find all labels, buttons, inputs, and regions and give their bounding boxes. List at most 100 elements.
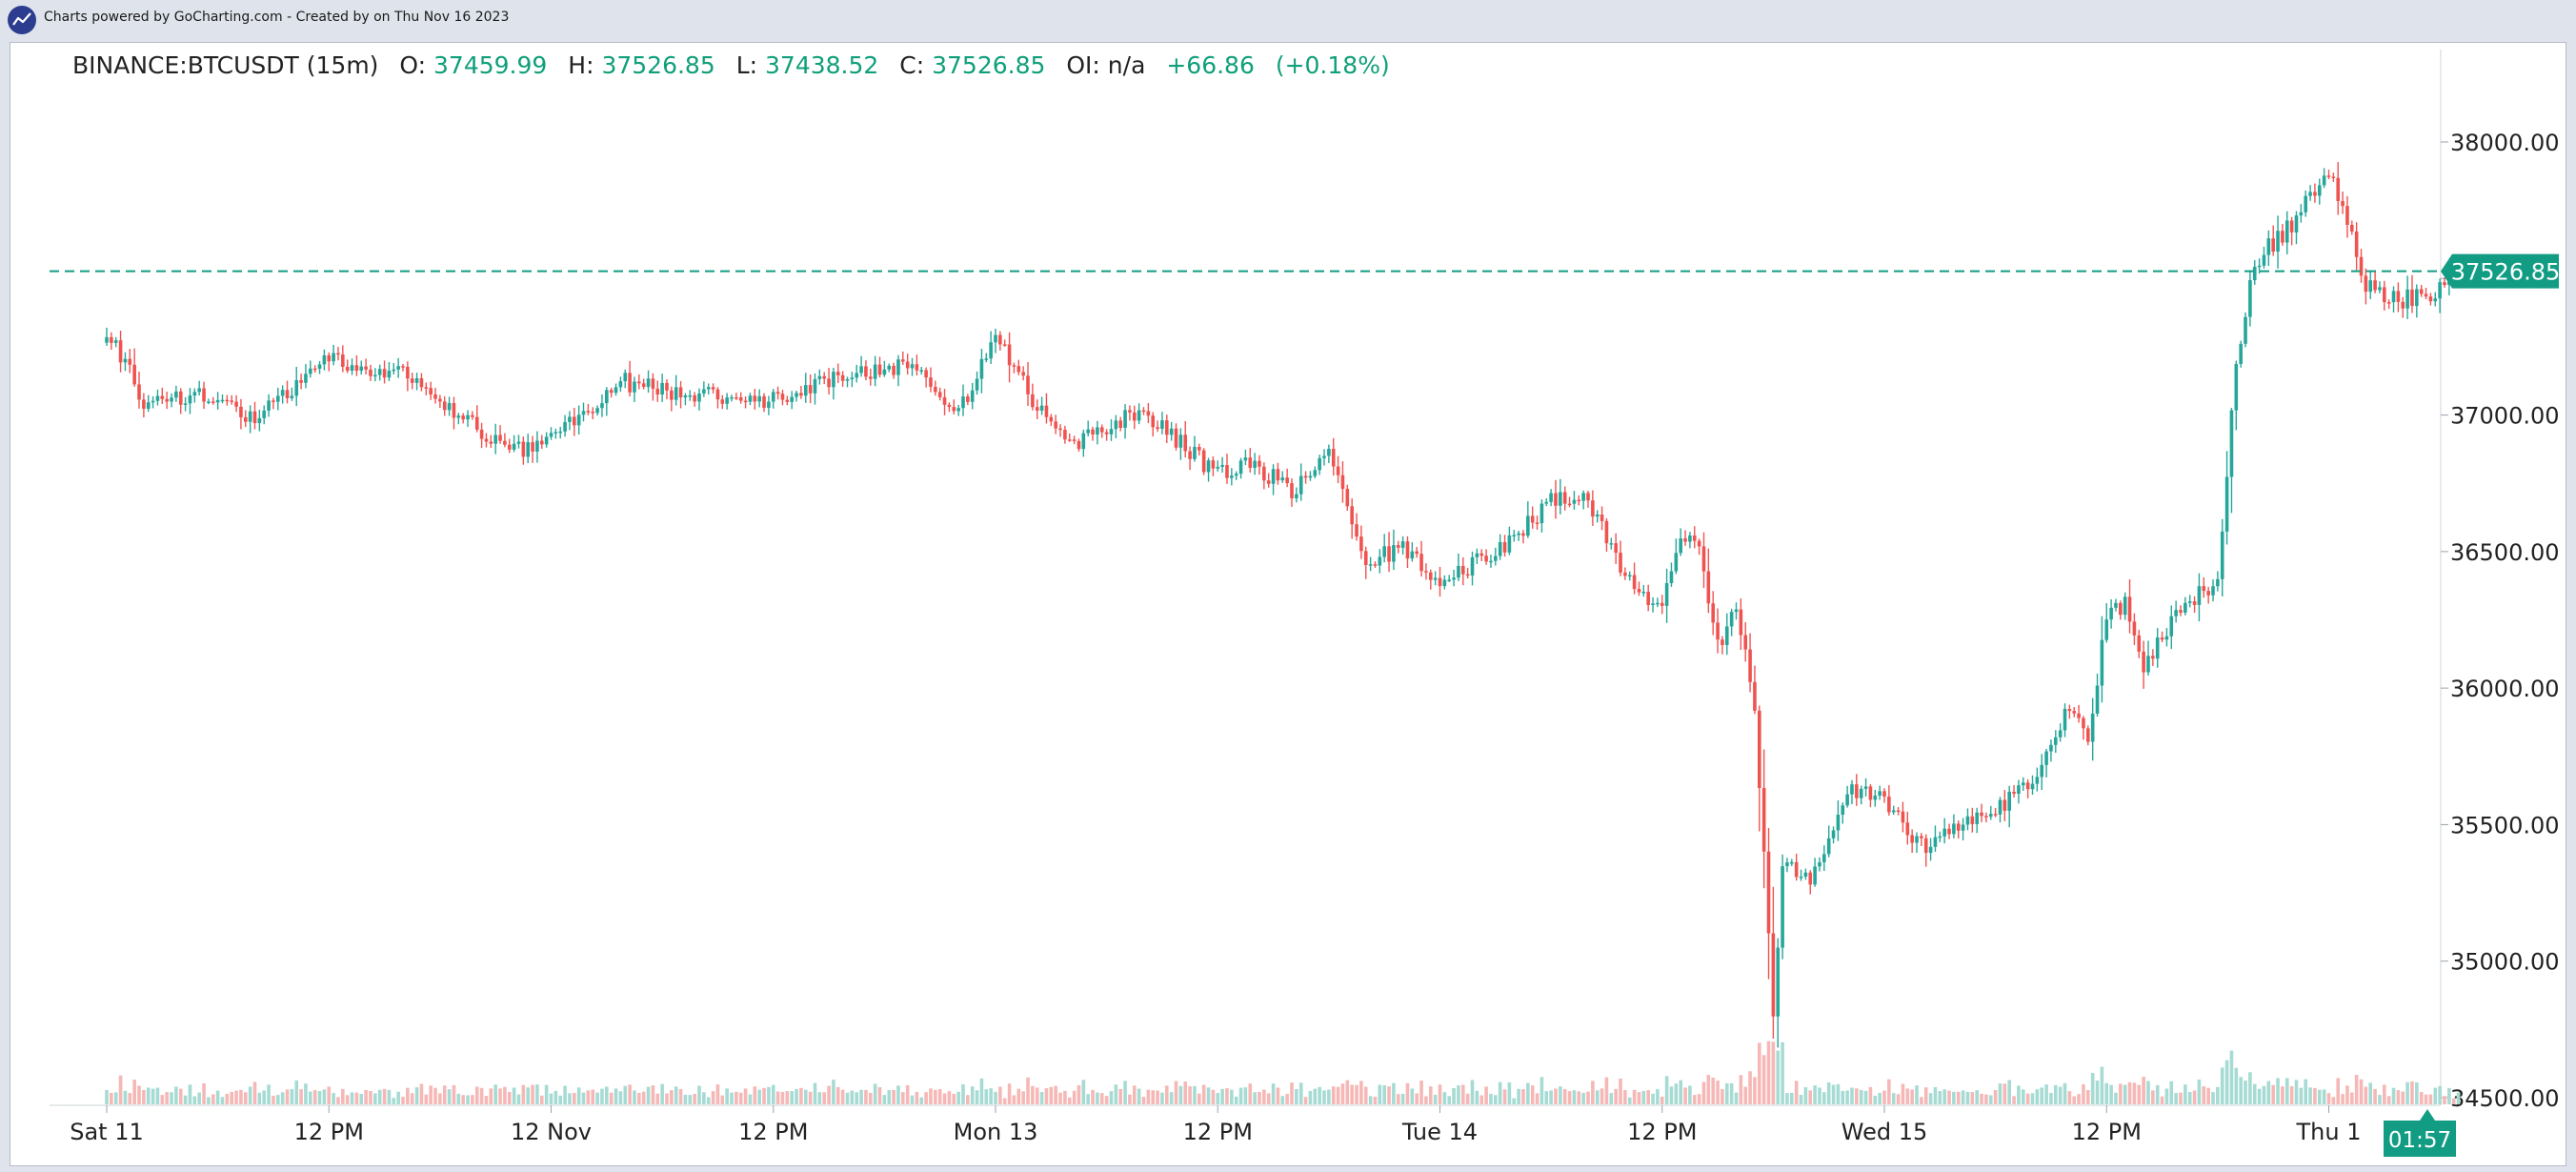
volume-bar: [1859, 1089, 1863, 1104]
candle-body: [1887, 796, 1891, 813]
candle-body: [155, 395, 160, 401]
volume-bar: [2262, 1085, 2266, 1104]
volume-bar: [1248, 1083, 1253, 1104]
candle-body: [780, 394, 785, 400]
candle-body: [1526, 515, 1530, 536]
volume-bar: [2127, 1081, 2132, 1104]
candle-body: [160, 395, 165, 399]
volume-bar: [864, 1089, 868, 1104]
candle-body: [1104, 432, 1109, 434]
volume-bar: [2132, 1082, 2137, 1104]
candle-body: [433, 394, 437, 399]
volume-bar: [1692, 1095, 1697, 1104]
candle-body: [1502, 542, 1507, 553]
candle-body: [2281, 231, 2284, 243]
volume-bar: [345, 1095, 350, 1104]
volume-bar: [735, 1091, 738, 1104]
candle-body: [1970, 816, 1975, 824]
volume-bar: [553, 1090, 558, 1104]
volume-bar: [817, 1092, 822, 1104]
candle-body: [479, 429, 484, 439]
candle-body: [970, 390, 975, 402]
candle-body: [327, 354, 332, 362]
volume-bar: [2072, 1096, 2077, 1104]
x-tick-label: 12 PM: [1183, 1119, 1253, 1145]
y-tick-label: 35000.00: [2450, 949, 2560, 976]
candle-body: [1540, 503, 1544, 524]
candle-body: [1262, 466, 1266, 481]
candle-body: [2438, 282, 2442, 299]
volume-bar: [2063, 1082, 2067, 1104]
volume-bar: [979, 1078, 984, 1104]
volume-bar: [2160, 1096, 2164, 1104]
volume-bar: [1706, 1075, 1711, 1104]
candle-body: [1567, 503, 1572, 506]
symbol-label[interactable]: BINANCE:BTCUSDT (15m): [72, 51, 379, 79]
candle-body: [2063, 708, 2067, 731]
volume-bar: [2378, 1095, 2382, 1104]
candle-body: [387, 371, 392, 378]
x-tick-label: Thu 1: [2296, 1119, 2362, 1145]
candle-body: [1415, 551, 1419, 555]
candle-body: [1933, 837, 1938, 847]
candle-body: [1253, 460, 1257, 468]
volume-bar: [2002, 1083, 2007, 1104]
candle-body: [2095, 685, 2100, 714]
volume-bar: [1609, 1093, 1614, 1104]
volume-bar: [1285, 1094, 1289, 1104]
volume-bar: [2174, 1093, 2178, 1104]
candle-body: [1646, 592, 1650, 606]
candle-body: [637, 381, 641, 384]
candle-body: [738, 396, 743, 401]
volume-bar: [1151, 1090, 1156, 1104]
candle-body: [1183, 434, 1188, 452]
volume-bar: [892, 1089, 896, 1104]
volume-bar: [813, 1082, 817, 1104]
candle-body: [2229, 410, 2234, 477]
candle-body: [2169, 616, 2174, 637]
volume-bar: [137, 1085, 141, 1104]
volume-bar: [697, 1085, 701, 1104]
last-price-label: 37526.85: [2451, 259, 2561, 286]
volume-bar: [1447, 1096, 1452, 1104]
volume-bar: [799, 1087, 803, 1104]
volume-bar: [2234, 1067, 2239, 1104]
volume-bar: [1021, 1091, 1025, 1104]
candle-body: [110, 336, 113, 343]
volume-bar: [544, 1084, 549, 1104]
volume-bar: [1044, 1088, 1049, 1104]
volume-bar: [1776, 1050, 1781, 1104]
volume-bar: [2164, 1088, 2169, 1104]
volume-bar: [1799, 1095, 1803, 1104]
volume-bar: [1674, 1083, 1679, 1104]
candle-body: [239, 406, 243, 417]
candle-body: [456, 415, 461, 418]
volume-bar: [2012, 1096, 2016, 1104]
volume-bar: [1378, 1084, 1382, 1104]
volume-bar: [442, 1085, 447, 1104]
candle-body: [1790, 861, 1794, 864]
volume-bar: [2137, 1084, 2142, 1104]
volume-bar: [549, 1093, 553, 1104]
candle-body: [715, 389, 720, 400]
volume-bar: [1586, 1091, 1590, 1104]
candle-body: [1031, 394, 1035, 408]
candle-body: [961, 396, 965, 409]
candle-body: [767, 401, 771, 408]
volume-bar: [160, 1095, 165, 1104]
candle-body: [1345, 489, 1350, 507]
chart-frame[interactable]: [10, 42, 2566, 1166]
volume-bar: [753, 1086, 757, 1104]
volume-bar: [1415, 1093, 1419, 1104]
volume-bar: [447, 1089, 452, 1104]
candle-body: [1850, 784, 1854, 795]
candle-body: [1298, 475, 1303, 495]
volume-bar: [591, 1089, 595, 1104]
volume-bar: [581, 1092, 586, 1104]
volume-bar: [1521, 1088, 1525, 1104]
candle-body: [2002, 799, 2007, 811]
candle-body: [341, 354, 345, 367]
volume-bar: [2451, 1098, 2456, 1104]
candle-body: [2216, 578, 2220, 587]
